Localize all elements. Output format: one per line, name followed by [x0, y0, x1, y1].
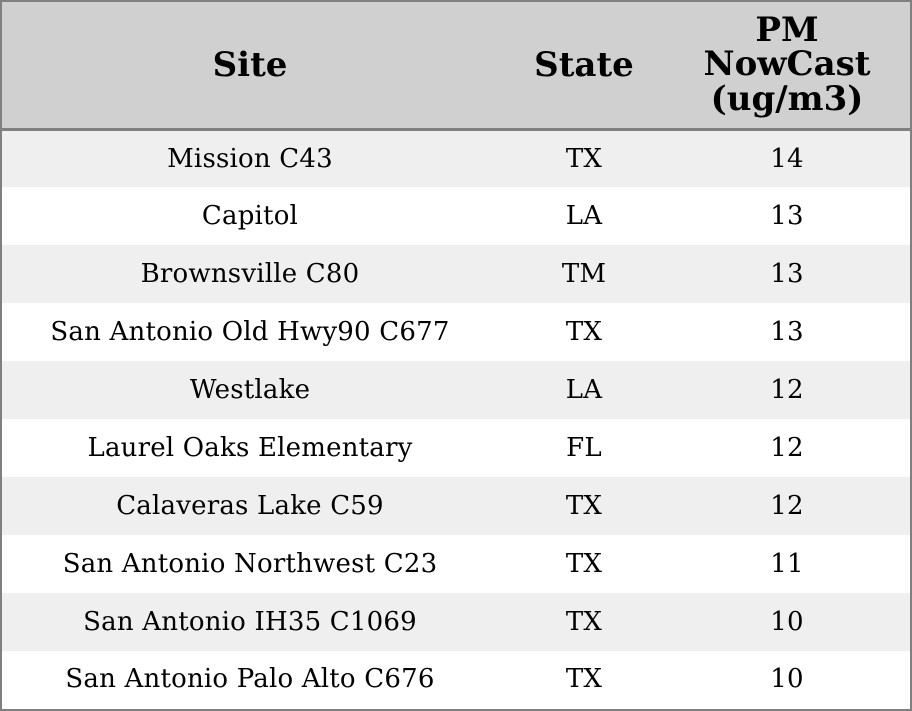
- site-cell: San Antonio Palo Alto C676: [65, 664, 435, 694]
- state-cell: TX: [565, 607, 603, 637]
- pm-value-cell: 13: [770, 201, 804, 231]
- site-cell: Mission C43: [167, 143, 333, 174]
- state-cell: TX: [565, 317, 603, 347]
- site-cell: San Antonio IH35 C1069: [83, 607, 417, 637]
- site-cell: Westlake: [189, 375, 311, 405]
- header-pm-line-2: NowCast: [703, 44, 871, 85]
- header-state-label: State: [534, 44, 634, 85]
- state-cell: FL: [566, 433, 602, 463]
- header-row: Site State PM NowCast (ug/m3): [2, 2, 910, 131]
- state-cell: TX: [565, 491, 603, 521]
- state-cell: LA: [565, 375, 603, 405]
- header-pm-nowcast: PM NowCast (ug/m3): [670, 2, 910, 131]
- site-cell: Laurel Oaks Elementary: [87, 433, 413, 463]
- state-cell: TM: [561, 259, 607, 289]
- table-row: Mission C43 TX 14: [2, 129, 910, 187]
- header-state: State: [498, 2, 670, 131]
- site-cell: Brownsville C80: [140, 259, 360, 289]
- pm-value-cell: 12: [770, 433, 804, 463]
- pm-value-cell: 12: [770, 375, 804, 405]
- pm-value-cell: 10: [770, 664, 804, 694]
- pm-value-cell: 13: [770, 259, 804, 289]
- state-cell: LA: [565, 201, 603, 231]
- table-row: Brownsville C80 TM 13: [2, 245, 910, 303]
- table-header: Site State PM NowCast (ug/m3): [2, 2, 910, 131]
- header-site-label: Site: [212, 44, 288, 85]
- header-pm-line-3: (ug/m3): [710, 79, 864, 120]
- state-cell: TX: [565, 549, 603, 579]
- table-row: Laurel Oaks Elementary FL 12: [2, 419, 910, 477]
- state-cell: TX: [565, 143, 603, 174]
- header-site: Site: [2, 2, 498, 131]
- table-row: Capitol LA 13: [2, 187, 910, 245]
- table-row: Westlake LA 12: [2, 361, 910, 419]
- pm-value-cell: 13: [770, 317, 804, 347]
- site-cell: Capitol: [201, 201, 299, 231]
- table-body: Mission C43 TX 14 Capitol LA 13 Brownsville C8…: [2, 129, 910, 707]
- pm-value-cell: 14: [770, 143, 804, 174]
- site-cell: San Antonio Northwest C23: [62, 549, 438, 579]
- header-pm-line-1: PM: [755, 9, 819, 50]
- table-row: San Antonio Northwest C23 TX 11: [2, 535, 910, 593]
- state-cell: TX: [565, 664, 603, 694]
- pm-value-cell: 10: [770, 607, 804, 637]
- table-row: San Antonio IH35 C1069 TX 10: [2, 593, 910, 651]
- table-row: San Antonio Old Hwy90 C677 TX 13: [2, 303, 910, 361]
- table-row: San Antonio Palo Alto C676 TX 10: [2, 651, 910, 707]
- site-cell: San Antonio Old Hwy90 C677: [50, 317, 450, 347]
- pm-value-cell: 11: [770, 549, 804, 579]
- pm-value-cell: 12: [770, 491, 804, 521]
- site-cell: Calaveras Lake C59: [116, 491, 384, 521]
- table-row: Calaveras Lake C59 TX 12: [2, 477, 910, 535]
